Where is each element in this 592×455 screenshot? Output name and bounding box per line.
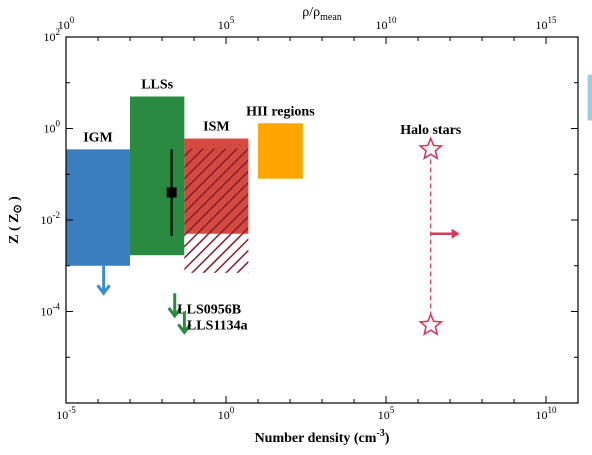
igm-label: IGM <box>83 130 113 145</box>
top-axis-title: ρ/ρmean <box>302 5 342 23</box>
halo-stars-arrow-head <box>451 228 460 239</box>
quasars-region <box>587 74 592 121</box>
ism-extension-region <box>184 233 249 273</box>
top-tick-label: 1015 <box>536 15 558 32</box>
annotation-lls1134a-arrow-head <box>177 323 192 335</box>
x-tick-label: 10-5 <box>56 405 76 422</box>
y-tick-label: 10-2 <box>41 210 61 227</box>
ism-region <box>184 138 249 234</box>
top-tick-label: 1010 <box>376 15 398 32</box>
y-tick-label: 100 <box>44 119 61 136</box>
halo-stars-label: Halo stars <box>400 123 462 138</box>
x-tick-label: 105 <box>378 405 395 422</box>
annotation-lls0956b-label: LLS0956B <box>177 303 241 318</box>
x-tick-label: 1010 <box>536 405 558 422</box>
hii-regions-region <box>258 123 303 179</box>
llss-label: LLSs <box>141 78 173 93</box>
annotation-lls1134a-label: LLS1134a <box>187 319 248 334</box>
llss-region <box>130 96 185 256</box>
x-tick-label: 100 <box>218 405 235 422</box>
top-tick-label: 105 <box>218 15 235 32</box>
x-axis-title: Number density (cm-3) <box>255 428 390 446</box>
y-tick-label: 102 <box>44 27 61 44</box>
ism-label: ISM <box>203 120 229 135</box>
annotation-lls0956b-arrow-head <box>167 307 182 319</box>
ism-region-cap <box>184 138 249 149</box>
top-tick-label: 100 <box>58 15 75 32</box>
halo-stars-bottom-star <box>418 312 444 336</box>
igm-region <box>66 149 130 266</box>
halo-stars-top-star <box>418 136 444 161</box>
y-tick-label: 10-4 <box>41 302 61 319</box>
y-axis-title: Z ( Z⊙ ) <box>7 196 24 244</box>
llss-data-point <box>166 187 177 198</box>
hii-regions-label: HII regions <box>246 104 315 119</box>
igm-limit-arrow-head <box>96 284 111 296</box>
